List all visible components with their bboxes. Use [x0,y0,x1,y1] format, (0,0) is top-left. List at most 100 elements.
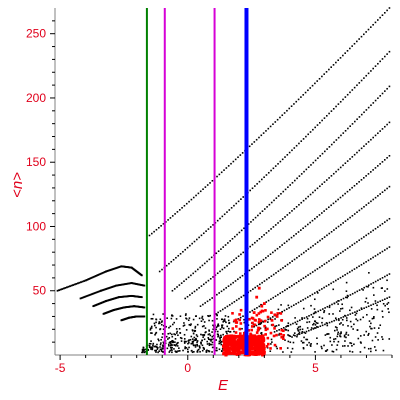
black-point [371,327,373,330]
black-point [353,42,356,45]
red-point [256,329,260,332]
black-point [255,324,258,327]
black-point [341,307,344,310]
red-scatter-series [222,286,285,357]
black-point [159,318,162,321]
black-point [167,343,170,346]
black-point [356,40,358,43]
black-point [270,169,272,172]
black-point [271,316,274,318]
black-point [270,298,272,300]
black-point [179,336,182,339]
black-point [258,136,260,139]
black-point [286,325,289,327]
black-point [192,272,195,275]
black-point [293,208,296,210]
black-point [194,346,197,348]
black-point [316,337,318,339]
black-point [328,304,331,307]
black-point [143,284,146,287]
black-point [370,70,372,72]
black-point [365,74,368,77]
black-point [225,167,228,169]
black-point [155,228,158,231]
black-point [307,248,310,251]
y-tick-label: 50 [33,284,47,298]
black-point [382,303,385,305]
black-point [174,341,176,343]
black-point [148,234,151,237]
black-point [83,280,85,282]
black-point [307,89,309,92]
black-point [319,185,321,188]
black-point [297,333,300,335]
black-point [330,143,333,146]
black-point [216,349,218,352]
black-point [381,277,384,279]
black-point [344,192,346,195]
black-point [261,320,264,323]
red-point [227,346,231,350]
black-point [388,311,390,314]
black-point [273,331,276,333]
black-point [205,230,207,232]
black-point [75,282,78,285]
black-point [314,189,316,192]
black-point [195,334,198,336]
black-point [252,218,255,221]
black-point [185,317,187,320]
black-point [237,156,239,159]
black-point [342,98,344,101]
black-point [344,340,346,342]
black-point [140,274,143,277]
black-point [356,319,359,322]
black-point [375,349,377,352]
black-point [143,315,146,318]
black-point [305,316,308,318]
black-point [345,336,347,339]
black-point [380,287,383,290]
black-point [171,315,174,317]
black-point [161,336,163,339]
red-point [227,351,231,355]
black-point [258,323,260,326]
black-point [312,191,314,194]
black-point [337,318,340,320]
black-point [215,328,217,331]
black-point [241,327,243,330]
black-point [187,319,190,322]
black-point [192,196,195,199]
black-point [67,285,70,288]
black-point [171,289,174,292]
black-point [340,134,342,137]
black-point [290,105,293,108]
black-point [231,302,233,305]
black-point [319,239,321,242]
black-point [196,323,199,326]
red-point [231,342,235,346]
black-point [215,326,218,328]
black-point [209,182,211,184]
black-point [338,323,341,325]
black-point [175,328,178,330]
black-point [253,325,255,328]
black-point [344,315,347,317]
black-point [292,304,295,306]
black-point [373,327,376,329]
black-point [374,255,377,257]
black-point [381,299,384,302]
black-point [262,132,265,134]
black-point [340,322,342,324]
black-point [229,240,231,242]
black-point [301,328,304,331]
black-point [321,264,323,267]
black-point [187,276,190,279]
black-point [376,19,379,21]
black-point [365,306,368,309]
black-point [349,158,351,160]
black-point [276,118,279,121]
black-point [332,350,335,353]
black-point [188,317,191,319]
black-point [234,280,237,282]
